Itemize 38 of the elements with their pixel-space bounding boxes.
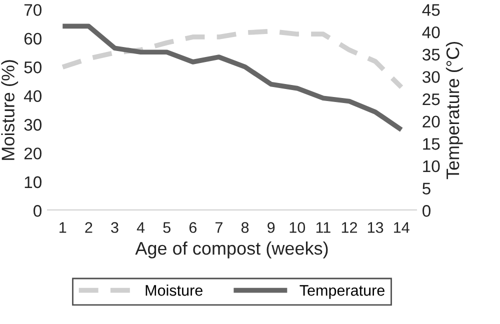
x-tick-label: 11 (316, 222, 330, 233)
y2-tick-label: 15 (423, 138, 440, 150)
y-axis-title: Moisture (%) (1, 60, 18, 160)
x-tick-label: 3 (111, 222, 118, 233)
y2-tick-label: 20 (422, 116, 440, 128)
x-axis-title: Age of compost (weeks) (135, 242, 328, 258)
y2-tick-label: 30 (422, 71, 440, 83)
y2-axis-title: Temperature (°C) (446, 42, 463, 180)
x-tick-label: 7 (216, 222, 222, 233)
x-tick-label: 1 (60, 222, 66, 233)
x-tick-label: 8 (241, 222, 249, 233)
y-tick-label: 30 (24, 118, 42, 131)
y-tick-label: 20 (24, 148, 42, 160)
legend-label: Temperature (300, 285, 384, 299)
y2-tick-label: 0 (422, 205, 430, 217)
x-tick-label: 6 (189, 222, 196, 233)
y-tick-label: 60 (24, 32, 42, 45)
x-tick-label: 12 (342, 222, 357, 233)
y2-tick-label: 25 (422, 93, 440, 106)
y-tick-label: 70 (24, 4, 42, 16)
y-tick-label: 40 (24, 90, 42, 102)
y2-tick-label: 45 (422, 4, 440, 16)
y2-tick-label: 35 (422, 48, 440, 61)
y-tick-label: 50 (24, 62, 42, 74)
y-tick-label: 0 (34, 205, 42, 217)
x-tick-label: 9 (268, 222, 275, 233)
x-tick-label: 4 (136, 222, 145, 233)
x-tick-label: 13 (368, 222, 384, 233)
y2-tick-label: 10 (423, 160, 440, 172)
legend-label: Moisture (146, 284, 202, 296)
line-series (60, 28, 404, 90)
x-tick-label: 10 (290, 222, 306, 233)
y2-tick-label: 5 (422, 182, 430, 194)
y-tick-label: 10 (24, 176, 42, 188)
x-tick-label: 2 (85, 222, 92, 233)
x-tick-label: 5 (163, 222, 170, 233)
x-tick-label: 14 (394, 222, 410, 233)
y2-tick-label: 40 (422, 26, 440, 38)
